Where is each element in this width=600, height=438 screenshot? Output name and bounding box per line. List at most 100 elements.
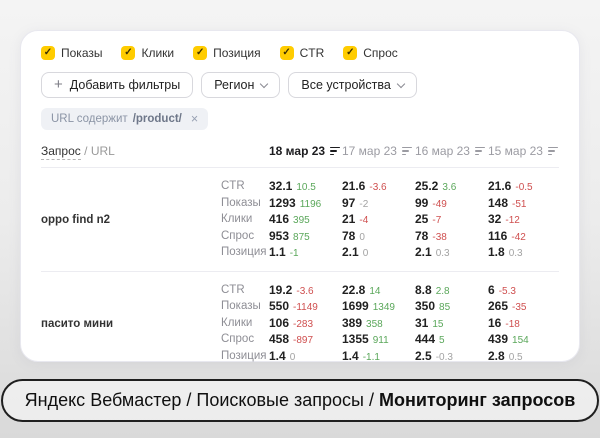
metric-value: 2.5 <box>415 348 432 363</box>
metric-value-cell: 2.5 -0.3 <box>415 349 488 366</box>
query-name[interactable]: oppo find n2 <box>41 214 110 227</box>
metric-delta: 154 <box>512 335 529 346</box>
date-column-header[interactable]: 15 мар 23 <box>488 144 561 158</box>
chip-condition: URL содержит <box>51 113 128 125</box>
metric-value: 19.2 <box>269 282 293 297</box>
metric-delta: -3.6 <box>369 182 387 193</box>
metric-value-cell: 148 -51 <box>488 196 561 213</box>
metric-value-cell: 458 -897 <box>269 332 342 349</box>
metric-value: 389 <box>342 315 363 330</box>
metric-delta: -283 <box>293 318 314 330</box>
metric-value: 350 <box>415 299 436 313</box>
metric-value: 1.4 <box>342 348 359 363</box>
date-column-header[interactable]: 17 мар 23 <box>342 144 415 158</box>
metric-value: 78 <box>342 228 356 243</box>
metric-value-cell: 389 358 <box>342 316 415 333</box>
metric-value-cell: 78 -38 <box>415 229 488 246</box>
date-column-header[interactable]: 16 мар 23 <box>415 144 488 158</box>
devices-dropdown[interactable]: Все устройства <box>288 72 417 98</box>
metric-value: 22.8 <box>342 282 366 297</box>
header-separator: / <box>84 144 88 158</box>
metric-value-cell: 1.4 -1.1 <box>342 349 415 366</box>
metric-value-cell: 1699 1349 <box>342 299 415 316</box>
metric-value: 953 <box>269 228 290 243</box>
metric-value: 2.8 <box>488 348 505 363</box>
metric-label: CTR <box>221 283 245 296</box>
metric-value-cell: 350 85 <box>415 299 488 316</box>
metric-value: 25.2 <box>415 179 439 193</box>
metric-checkbox-2[interactable]: ✓ Позиция <box>193 46 261 60</box>
chip-value: /product/ <box>132 113 182 125</box>
metric-delta: -1 <box>289 248 299 259</box>
query-toggle[interactable]: Запрос <box>41 144 81 160</box>
metric-value: 116 <box>488 228 508 243</box>
checkbox-label: Спрос <box>363 46 398 60</box>
remove-filter-icon[interactable]: × <box>190 111 199 126</box>
metric-value: 21.6 <box>342 179 366 193</box>
chevron-down-icon <box>260 79 269 88</box>
plus-icon: + <box>54 76 63 93</box>
metric-delta: 0.3 <box>435 248 450 259</box>
region-dropdown[interactable]: Регион <box>201 72 281 98</box>
checkbox-label: Клики <box>141 46 175 60</box>
query-monitoring-panel: ✓ Показы ✓ Клики ✓ Позиция ✓ CTR ✓ Спрос + Добави… <box>20 30 580 363</box>
metric-checkbox-4[interactable]: ✓ Спрос <box>343 46 398 60</box>
query-block: пасито мини CTR 19.2 -3.6 22.8 14 8.8 2.8 6 -5.3 П… <box>41 270 559 375</box>
metric-delta: 3.6 <box>442 182 457 193</box>
url-filter-chip[interactable]: URL содержит /product/ × <box>41 108 209 130</box>
metric-value: 416 <box>269 212 290 226</box>
metric-label: CTR <box>221 180 245 192</box>
metric-checkbox-3[interactable]: ✓ CTR <box>279 46 324 60</box>
query-url-header: Запрос / URL <box>41 144 269 160</box>
metric-delta: -5.3 <box>498 285 516 297</box>
metric-delta: 10.5 <box>296 182 316 193</box>
metric-value: 32 <box>488 212 502 226</box>
metric-delta: -12 <box>505 215 520 226</box>
add-filters-button[interactable]: + Добавить фильтры <box>41 72 194 98</box>
metric-delta: 1196 <box>299 198 322 210</box>
query-name[interactable]: пасито мини <box>41 317 114 330</box>
metric-delta: 5 <box>439 335 445 346</box>
metric-delta: -38 <box>432 231 447 243</box>
toolbar: + Добавить фильтры Регион Все устройства <box>41 72 559 98</box>
metric-value: 439 <box>488 332 509 346</box>
metric-value-cell: 19.2 -3.6 <box>269 283 342 300</box>
metric-value-cell: 32.1 10.5 <box>269 179 342 196</box>
breadcrumb-separator: / <box>181 389 197 410</box>
metric-checkbox-1[interactable]: ✓ Клики <box>121 46 174 60</box>
sort-icon <box>401 146 412 156</box>
add-filters-label: Добавить фильтры <box>69 78 181 92</box>
metric-delta: -0.3 <box>435 351 453 363</box>
checkbox-label: Показы <box>61 46 103 60</box>
metric-label: Клики <box>221 316 253 329</box>
metric-value-cell: 21.6 -3.6 <box>342 179 415 196</box>
metric-value: 78 <box>415 228 429 243</box>
date-label: 18 мар 23 <box>269 144 326 158</box>
metric-label: Спрос <box>221 229 255 242</box>
metric-value: 6 <box>488 282 495 297</box>
metric-label: Показы <box>221 196 261 209</box>
metric-delta: -2 <box>359 198 369 210</box>
metric-delta: 0 <box>362 248 369 259</box>
sort-icon <box>330 146 341 156</box>
breadcrumb-segment: Поисковые запросы <box>196 389 364 410</box>
metric-value-cell: 21 -4 <box>342 212 415 229</box>
metric-checkbox-0[interactable]: ✓ Показы <box>41 46 102 60</box>
metric-value-cell: 31 15 <box>415 316 488 333</box>
devices-label: Все устройства <box>301 78 391 92</box>
metric-delta: -42 <box>511 231 526 243</box>
metric-value: 21 <box>342 212 356 226</box>
metric-delta: 15 <box>432 318 444 330</box>
region-label: Регион <box>214 78 255 92</box>
breadcrumb: Яндекс Вебмастер / Поисковые запросы / М… <box>0 378 600 422</box>
active-filters-row: URL содержит /product/ × <box>41 108 559 130</box>
metric-delta: -897 <box>293 335 314 346</box>
metric-delta: 911 <box>372 335 389 346</box>
metric-value-cell: 1355 911 <box>342 332 415 349</box>
metric-value-cell: 21.6 -0.5 <box>488 179 561 196</box>
metric-value-cell: 25 -7 <box>415 212 488 229</box>
date-column-header[interactable]: 18 мар 23 <box>269 144 342 158</box>
url-toggle[interactable]: URL <box>90 144 115 158</box>
metric-value: 32.1 <box>269 179 293 193</box>
metric-value-cell: 416 395 <box>269 212 342 229</box>
